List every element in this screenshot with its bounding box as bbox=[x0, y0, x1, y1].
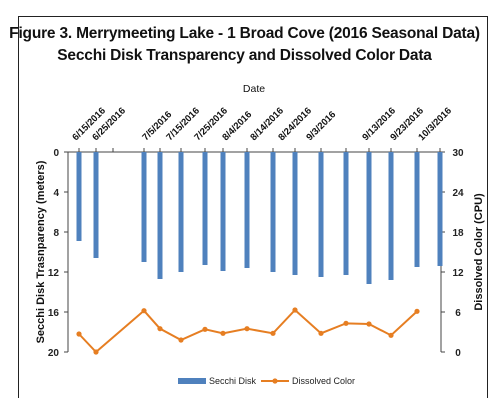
left-axis-tick-label: 12 bbox=[48, 268, 60, 279]
right-axis-tick-label: 24 bbox=[452, 188, 464, 199]
secchi-disk-bar bbox=[318, 152, 324, 277]
left-axis-tick-label: 8 bbox=[53, 228, 59, 239]
secchi-disk-bar bbox=[141, 152, 147, 262]
secchi-disk-bar bbox=[93, 152, 99, 258]
right-axis-label: Dissolved Color (CPU) bbox=[473, 193, 485, 311]
dissolved-color-point bbox=[388, 332, 394, 338]
left-axis-tick-label: 20 bbox=[48, 348, 60, 359]
right-axis-tick-label: 6 bbox=[455, 308, 461, 319]
left-axis-label: Secchi Disk Trasnparency (meters) bbox=[35, 160, 47, 343]
secchi-disk-bar bbox=[343, 152, 349, 275]
dissolved-color-point bbox=[202, 326, 208, 332]
secchi-disk-bar bbox=[220, 152, 226, 271]
secchi-disk-bar bbox=[244, 152, 250, 268]
chart-subtitle: Secchi Disk Transparency and Dissolved C… bbox=[57, 47, 432, 64]
left-axis-tick-label: 16 bbox=[48, 308, 60, 319]
dissolved-color-point bbox=[157, 326, 163, 332]
right-axis-tick-label: 18 bbox=[452, 228, 464, 239]
legend-marker-dissolved-color bbox=[272, 378, 278, 384]
dissolved-color-point bbox=[343, 320, 349, 326]
left-axis-tick-label: 0 bbox=[53, 148, 59, 159]
right-axis-tick-label: 30 bbox=[452, 148, 464, 159]
dissolved-color-point bbox=[178, 337, 184, 343]
dissolved-color-point bbox=[366, 321, 372, 327]
chart-title: Figure 3. Merrymeeting Lake - 1 Broad Co… bbox=[9, 25, 480, 42]
dissolved-color-point bbox=[220, 330, 226, 336]
left-axis-tick-label: 4 bbox=[53, 188, 59, 199]
dissolved-color-point bbox=[76, 331, 82, 337]
dissolved-color-point bbox=[93, 349, 99, 355]
dissolved-color-point bbox=[292, 307, 298, 313]
secchi-disk-bar bbox=[292, 152, 298, 275]
legend-swatch-secchi-disk bbox=[178, 378, 206, 384]
right-axis-tick-label: 12 bbox=[452, 268, 464, 279]
dissolved-color-point bbox=[414, 308, 420, 314]
secchi-disk-bar bbox=[437, 152, 443, 266]
dissolved-color-point bbox=[318, 330, 324, 336]
legend-label-secchi-disk: Secchi Disk bbox=[209, 376, 257, 386]
x-axis-label: Date bbox=[243, 83, 265, 95]
dissolved-color-point bbox=[141, 308, 147, 314]
dissolved-color-point bbox=[244, 326, 250, 332]
secchi-disk-bar bbox=[202, 152, 208, 265]
dissolved-color-point bbox=[270, 330, 276, 336]
secchi-disk-bar bbox=[157, 152, 163, 279]
secchi-disk-bar bbox=[270, 152, 276, 272]
secchi-disk-bar bbox=[366, 152, 372, 284]
secchi-disk-bar bbox=[76, 152, 82, 241]
secchi-disk-bar bbox=[388, 152, 394, 280]
right-axis-tick-label: 0 bbox=[455, 348, 461, 359]
secchi-disk-bar bbox=[414, 152, 420, 267]
legend-label-dissolved-color: Dissolved Color bbox=[292, 376, 355, 386]
secchi-disk-bar bbox=[178, 152, 184, 272]
